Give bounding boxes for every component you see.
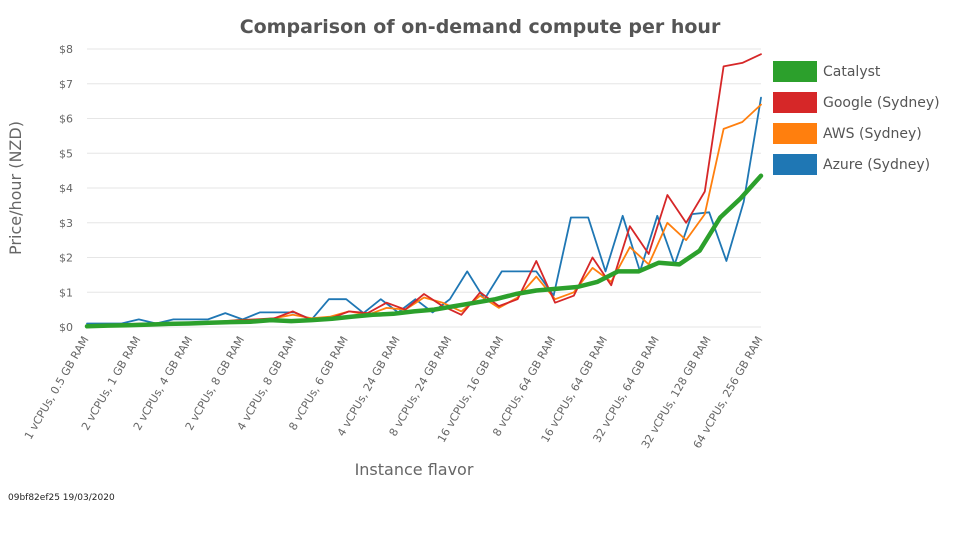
- y-tick-label: $3: [59, 217, 73, 230]
- y-tick-label: $1: [59, 286, 73, 299]
- y-axis-ticks: $0 $1 $2 $3 $4 $5 $6 $7 $8: [59, 43, 73, 334]
- y-axis-title: Price/hour (NZD): [6, 121, 25, 255]
- legend-label: Google (Sydney): [823, 95, 940, 111]
- y-tick-label: $5: [59, 147, 73, 160]
- x-tick-label: 4 vCPUs, 8 GB RAM: [235, 334, 299, 433]
- series-line-google-sydney: [86, 53, 762, 327]
- legend: Catalyst Google (Sydney) AWS (Sydney) Azure…: [773, 61, 940, 175]
- y-tick-label: $8: [59, 43, 73, 56]
- legend-label: Azure (Sydney): [823, 157, 930, 173]
- series-lines: [84, 53, 764, 329]
- y-tick-label: $6: [59, 113, 73, 126]
- legend-label: Catalyst: [823, 64, 881, 80]
- y-tick-label: $0: [59, 321, 73, 334]
- y-tick-label: $2: [59, 252, 73, 265]
- x-tick-label: 2 vCPUs, 4 GB RAM: [131, 334, 195, 433]
- legend-swatch: [773, 154, 817, 175]
- series-line-catalyst: [84, 173, 764, 329]
- chart-title: Comparison of on-demand compute per hour: [240, 16, 721, 38]
- footer-stamp: 09bf82ef25 19/03/2020: [8, 493, 115, 503]
- y-tick-label: $4: [59, 182, 73, 195]
- series-line-aws-sydney: [86, 103, 762, 327]
- gridlines: [87, 48, 761, 328]
- legend-swatch: [773, 61, 817, 82]
- legend-swatch: [773, 123, 817, 144]
- x-tick-label: 2 vCPUs, 1 GB RAM: [79, 334, 143, 433]
- x-tick-label: 8 vCPUs, 6 GB RAM: [286, 334, 350, 433]
- legend-swatch: [773, 92, 817, 113]
- x-tick-label: 2 vCPUs, 8 GB RAM: [183, 334, 247, 433]
- legend-label: AWS (Sydney): [823, 126, 922, 142]
- series-line-azure-sydney: [86, 96, 762, 325]
- x-axis-title: Instance flavor: [355, 460, 474, 479]
- y-tick-label: $7: [59, 78, 73, 91]
